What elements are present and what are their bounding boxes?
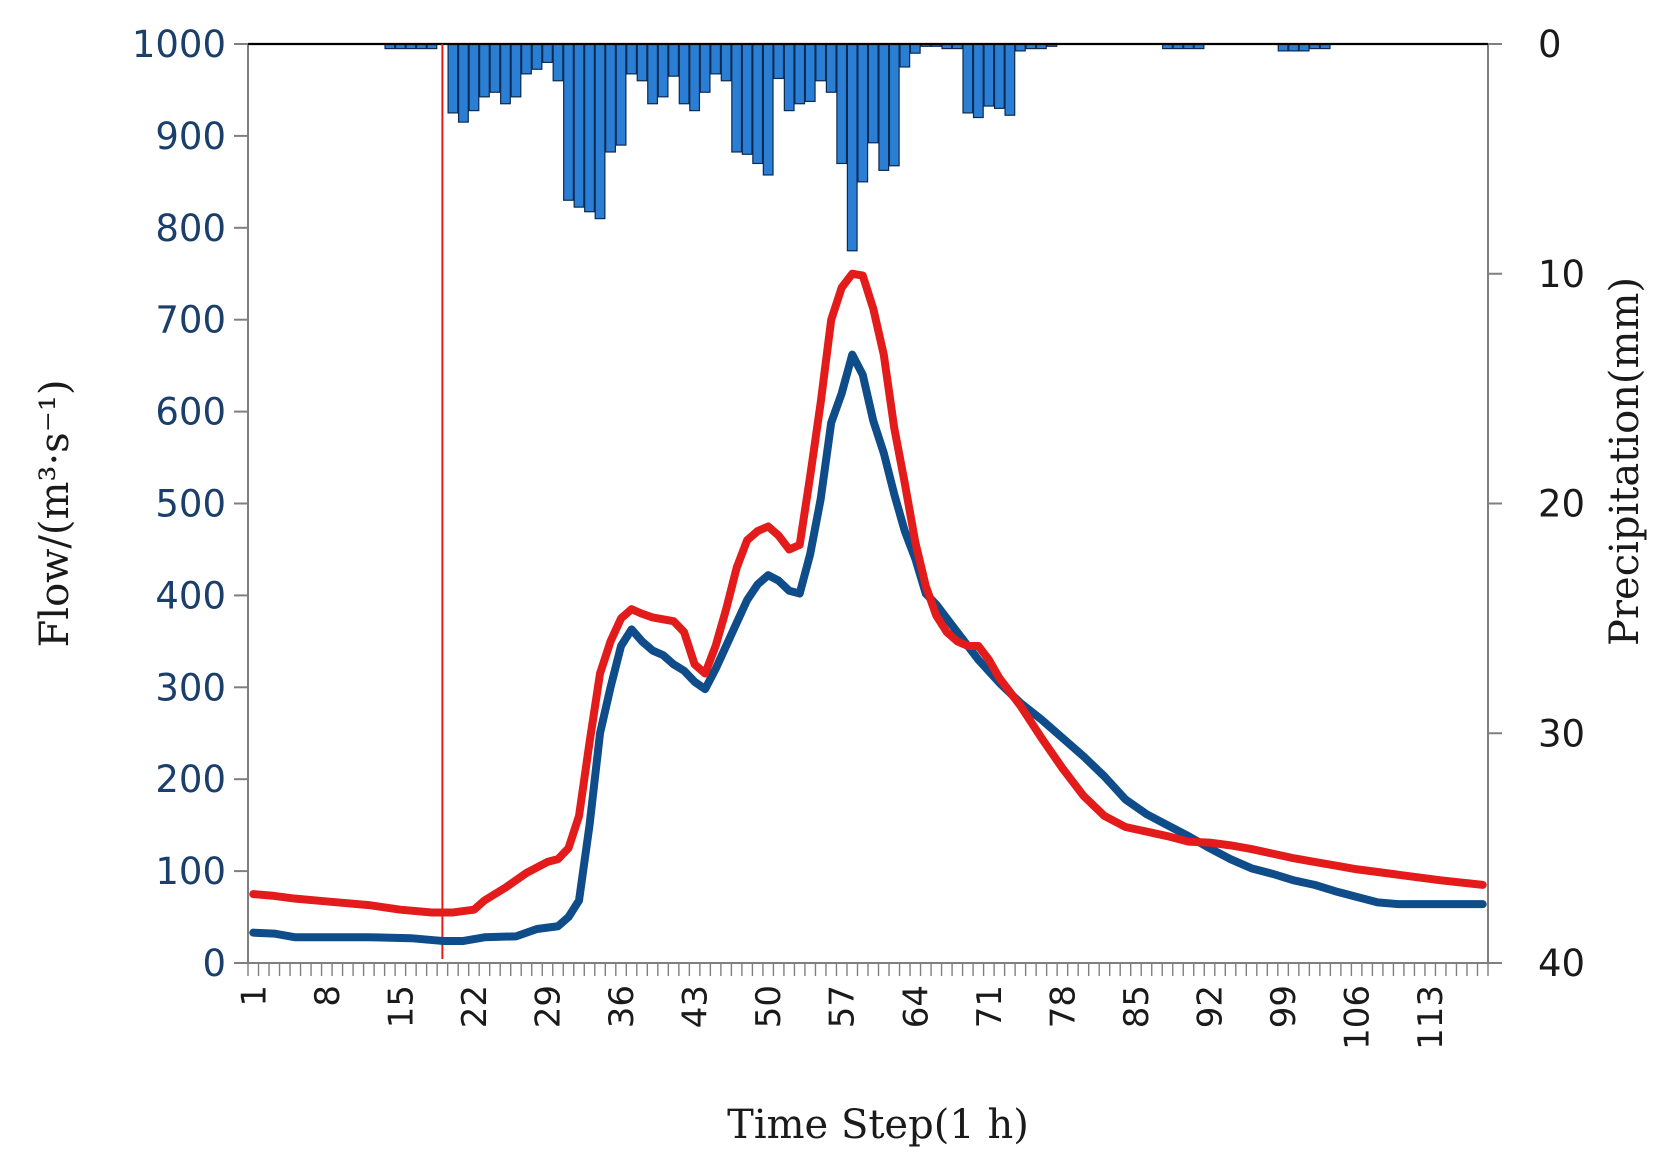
- axis-ticks: [234, 43, 1502, 976]
- x-tick-label: 71: [970, 985, 1010, 1028]
- precip-bar: [710, 43, 722, 75]
- precip-bar: [773, 43, 785, 80]
- x-tick-label: 85: [1117, 985, 1157, 1028]
- precip-bar: [720, 43, 732, 82]
- precip-bar: [542, 43, 553, 63]
- precip-bar: [909, 43, 921, 54]
- precip-bar: [1004, 43, 1016, 116]
- x-tick-label: 113: [1411, 985, 1451, 1050]
- y-left-tick-label: 400: [155, 574, 226, 617]
- precip-bar: [563, 43, 574, 201]
- precip-bar: [804, 43, 816, 103]
- precip-bar: [647, 43, 659, 105]
- x-tick-label: 15: [381, 985, 421, 1028]
- precip-bar: [457, 43, 469, 123]
- y-left-tick-label: 1000: [132, 23, 226, 66]
- y-right-tick-label: 10: [1538, 253, 1585, 296]
- precip-bar: [489, 43, 501, 93]
- x-tick-label: 36: [602, 985, 642, 1028]
- y-left-tick-label: 300: [155, 666, 226, 709]
- y-axis-right-title: Precipitation(mm): [1602, 277, 1648, 646]
- y-right-tick-label: 0: [1538, 23, 1562, 66]
- precip-bar: [573, 43, 585, 208]
- y-right-tick-label: 30: [1538, 712, 1585, 755]
- precip-bar: [752, 43, 764, 165]
- simulated-flow-line: [249, 269, 1487, 917]
- x-tick-label: 78: [1043, 985, 1083, 1028]
- precip-bar: [584, 43, 595, 213]
- precip-bar: [500, 43, 511, 105]
- x-tick-label: 50: [749, 985, 789, 1028]
- precip-bar: [867, 43, 879, 144]
- x-tick-label: 106: [1338, 985, 1378, 1050]
- precip-bar: [846, 43, 858, 252]
- precip-bar: [689, 43, 701, 112]
- precip-bar: [699, 43, 711, 93]
- x-tick-label: 1: [234, 985, 274, 1007]
- precip-bar: [983, 43, 995, 107]
- precip-bar: [741, 43, 753, 155]
- precip-bar: [531, 43, 543, 70]
- precip-bar: [888, 43, 900, 167]
- x-tick-label: 43: [676, 985, 716, 1028]
- y-left-tick-label: 600: [155, 391, 226, 434]
- precip-bar: [899, 43, 911, 68]
- precip-bar: [794, 43, 806, 105]
- precip-bar: [731, 43, 743, 153]
- x-tick-label: 8: [308, 985, 348, 1007]
- y-right-tick-label: 20: [1538, 483, 1585, 526]
- precip-bar: [657, 43, 669, 98]
- precip-bar: [626, 43, 637, 75]
- precip-bar: [594, 43, 606, 220]
- y-left-tick-label: 500: [155, 483, 226, 526]
- y-left-tick-label: 200: [155, 758, 226, 801]
- x-tick-label: 22: [455, 985, 495, 1028]
- y-left-tick-label: 800: [155, 207, 226, 250]
- precip-bar: [468, 43, 480, 112]
- precip-bar: [815, 43, 827, 82]
- precip-bar: [678, 43, 690, 105]
- precip-bar: [962, 43, 974, 114]
- y-left-tick-label: 900: [155, 115, 226, 158]
- precip-bar: [993, 43, 1005, 109]
- precip-bar: [668, 43, 680, 77]
- precip-bar: [857, 43, 869, 183]
- x-tick-label: 57: [823, 985, 863, 1028]
- x-tick-label: 92: [1191, 985, 1231, 1028]
- precip-bar: [836, 43, 848, 165]
- x-tick-label: 64: [896, 985, 936, 1028]
- precip-bar: [552, 43, 564, 82]
- x-tick-label: 29: [528, 985, 568, 1028]
- y-right-tick-label: 40: [1538, 942, 1585, 985]
- precip-bar: [878, 43, 890, 171]
- precip-bar: [762, 43, 774, 176]
- flow-series: [249, 44, 1487, 959]
- precip-bar: [447, 43, 459, 114]
- precip-bar: [615, 43, 627, 146]
- y-left-tick-label: 0: [202, 942, 226, 985]
- tick-labels: 0 100 200 300 400 500 600 700 800 900 1000 0 10 20 30 4…: [132, 23, 1585, 1050]
- precip-bar: [783, 43, 795, 112]
- precip-bar: [636, 43, 648, 82]
- x-axis-title: Time Step(1 h): [727, 1102, 1029, 1148]
- y-left-tick-label: 100: [155, 850, 226, 893]
- precip-bar: [510, 43, 522, 98]
- precip-bar: [521, 43, 532, 75]
- y-axis-left-title: Flow/(m³·s⁻¹): [32, 380, 78, 648]
- x-tick-label: 99: [1264, 985, 1304, 1028]
- precip-bar: [605, 43, 616, 153]
- precip-bar: [825, 43, 837, 93]
- precip-bar: [479, 43, 490, 98]
- precip-bar: [972, 43, 984, 119]
- y-left-tick-label: 700: [155, 299, 226, 342]
